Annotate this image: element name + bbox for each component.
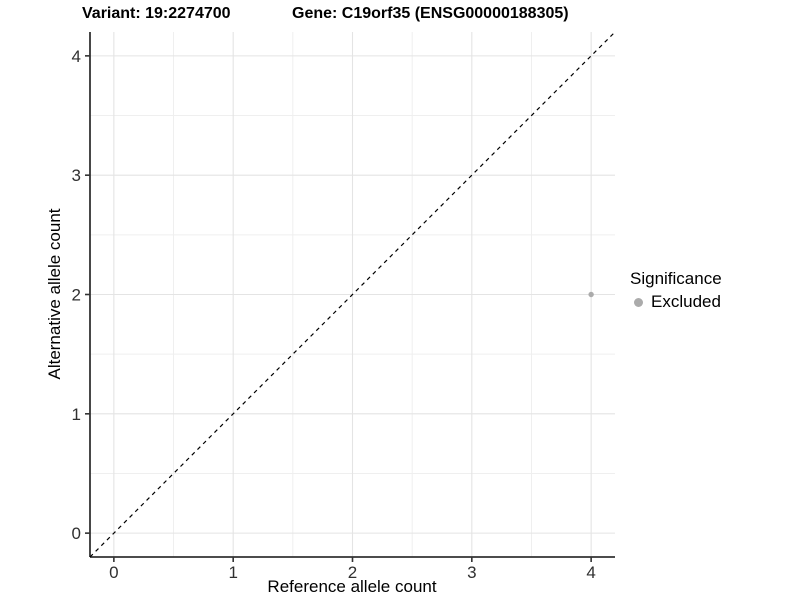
x-tick-label: 2 (348, 563, 357, 582)
identity-line (89, 31, 616, 558)
y-tick-label: 3 (72, 166, 81, 185)
x-tick-label: 3 (467, 563, 476, 582)
y-axis-title: Alternative allele count (45, 208, 64, 380)
y-tick-label: 4 (72, 47, 81, 66)
plot-title-variant: Variant: 19:2274700 (82, 5, 231, 22)
x-tick-label: 4 (586, 563, 595, 582)
x-tick-label: 0 (109, 563, 118, 582)
legend-key-dot-icon (634, 297, 643, 307)
legend-item-label: Excluded (651, 292, 721, 311)
y-tick-label: 1 (72, 405, 81, 424)
y-tick-label: 0 (72, 524, 81, 543)
y-tick-label: 2 (72, 286, 81, 305)
plot-title-gene: Gene: C19orf35 (ENSG00000188305) (292, 5, 569, 22)
x-axis-title: Reference allele count (267, 577, 437, 596)
legend-title: Significance (630, 269, 722, 288)
x-tick-label: 1 (228, 563, 237, 582)
data-point (588, 291, 594, 298)
legend: Significance Excluded (630, 269, 722, 312)
legend-item-excluded: Excluded (634, 292, 722, 312)
